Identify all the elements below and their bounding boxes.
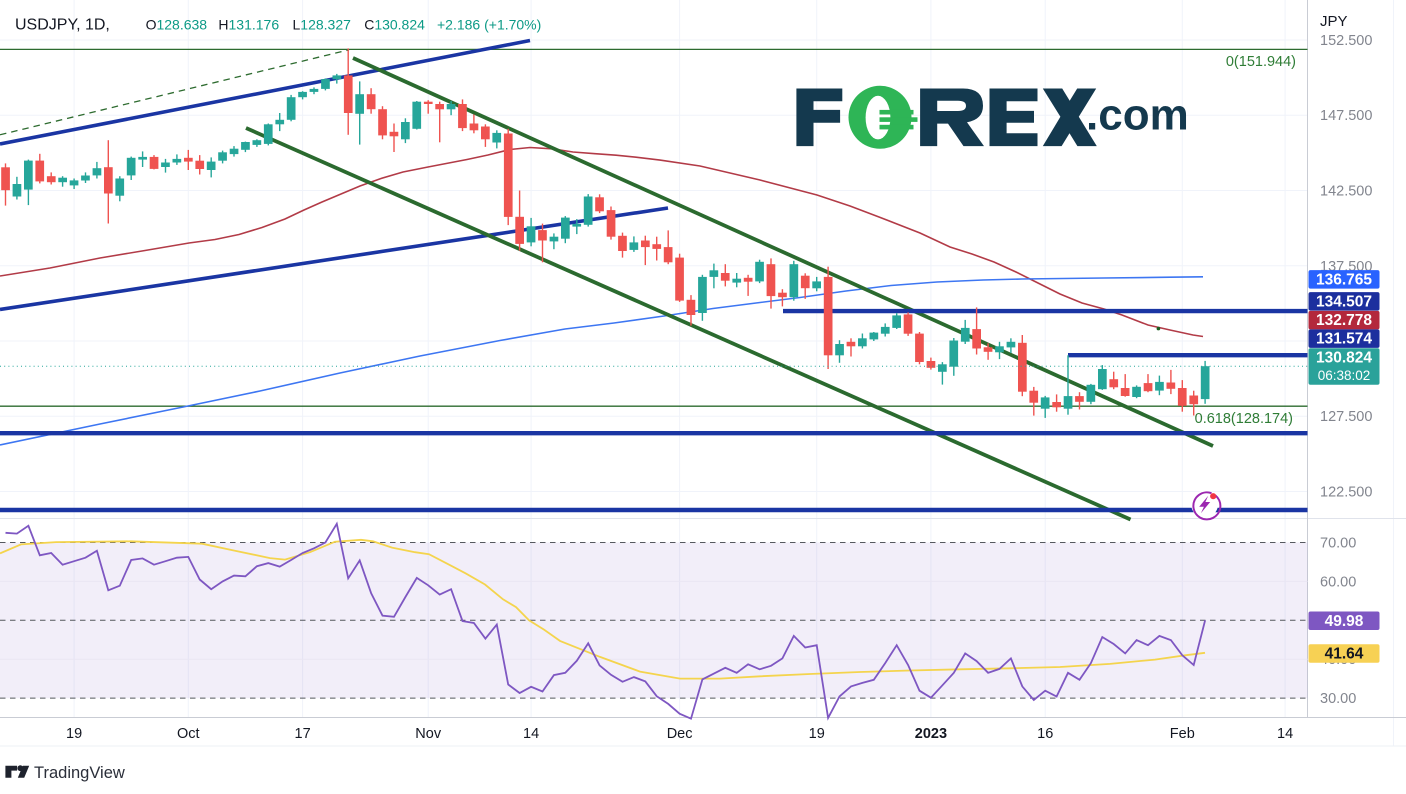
svg-text:+2.186 (+1.70%): +2.186 (+1.70%)	[437, 17, 541, 33]
svg-text:0(151.944): 0(151.944)	[1226, 54, 1296, 70]
svg-text:60.00: 60.00	[1320, 574, 1356, 590]
svg-text:TradingView: TradingView	[34, 764, 125, 782]
svg-text:49.98: 49.98	[1325, 613, 1364, 630]
svg-text:152.500: 152.500	[1320, 33, 1372, 49]
svg-text:JPY: JPY	[1320, 13, 1348, 30]
svg-text:132.778: 132.778	[1316, 312, 1372, 329]
svg-text:Feb: Feb	[1170, 726, 1195, 742]
svg-text:.com: .com	[1086, 91, 1189, 140]
svg-text:19: 19	[66, 726, 82, 742]
svg-text:06:38:02: 06:38:02	[1318, 368, 1371, 383]
svg-text:131.574: 131.574	[1316, 331, 1372, 348]
svg-text:O128.638: O128.638	[146, 17, 208, 33]
svg-text:17: 17	[295, 726, 311, 742]
svg-text:C130.824: C130.824	[364, 17, 425, 33]
svg-text:41.64: 41.64	[1325, 646, 1364, 663]
svg-text:122.500: 122.500	[1320, 485, 1372, 501]
svg-text:30.00: 30.00	[1320, 691, 1356, 707]
svg-text:147.500: 147.500	[1320, 108, 1372, 124]
svg-text:2023: 2023	[915, 726, 947, 742]
svg-text:0.618(128.174): 0.618(128.174)	[1195, 411, 1293, 427]
svg-text:USDJPY, 1D,: USDJPY, 1D,	[15, 17, 110, 34]
svg-text:130.824: 130.824	[1316, 350, 1372, 367]
svg-text:H131.176: H131.176	[218, 17, 279, 33]
svg-text:Dec: Dec	[667, 726, 693, 742]
svg-text:Oct: Oct	[177, 726, 200, 742]
svg-text:134.507: 134.507	[1316, 293, 1372, 310]
svg-text:127.500: 127.500	[1320, 409, 1372, 425]
svg-text:Nov: Nov	[415, 726, 442, 742]
svg-text:70.00: 70.00	[1320, 536, 1356, 552]
svg-text:142.500: 142.500	[1320, 184, 1372, 200]
svg-text:L128.327: L128.327	[293, 17, 352, 33]
svg-text:19: 19	[809, 726, 825, 742]
svg-text:136.765: 136.765	[1316, 271, 1372, 288]
svg-text:14: 14	[1277, 726, 1293, 742]
svg-text:14: 14	[523, 726, 539, 742]
svg-text:16: 16	[1037, 726, 1053, 742]
